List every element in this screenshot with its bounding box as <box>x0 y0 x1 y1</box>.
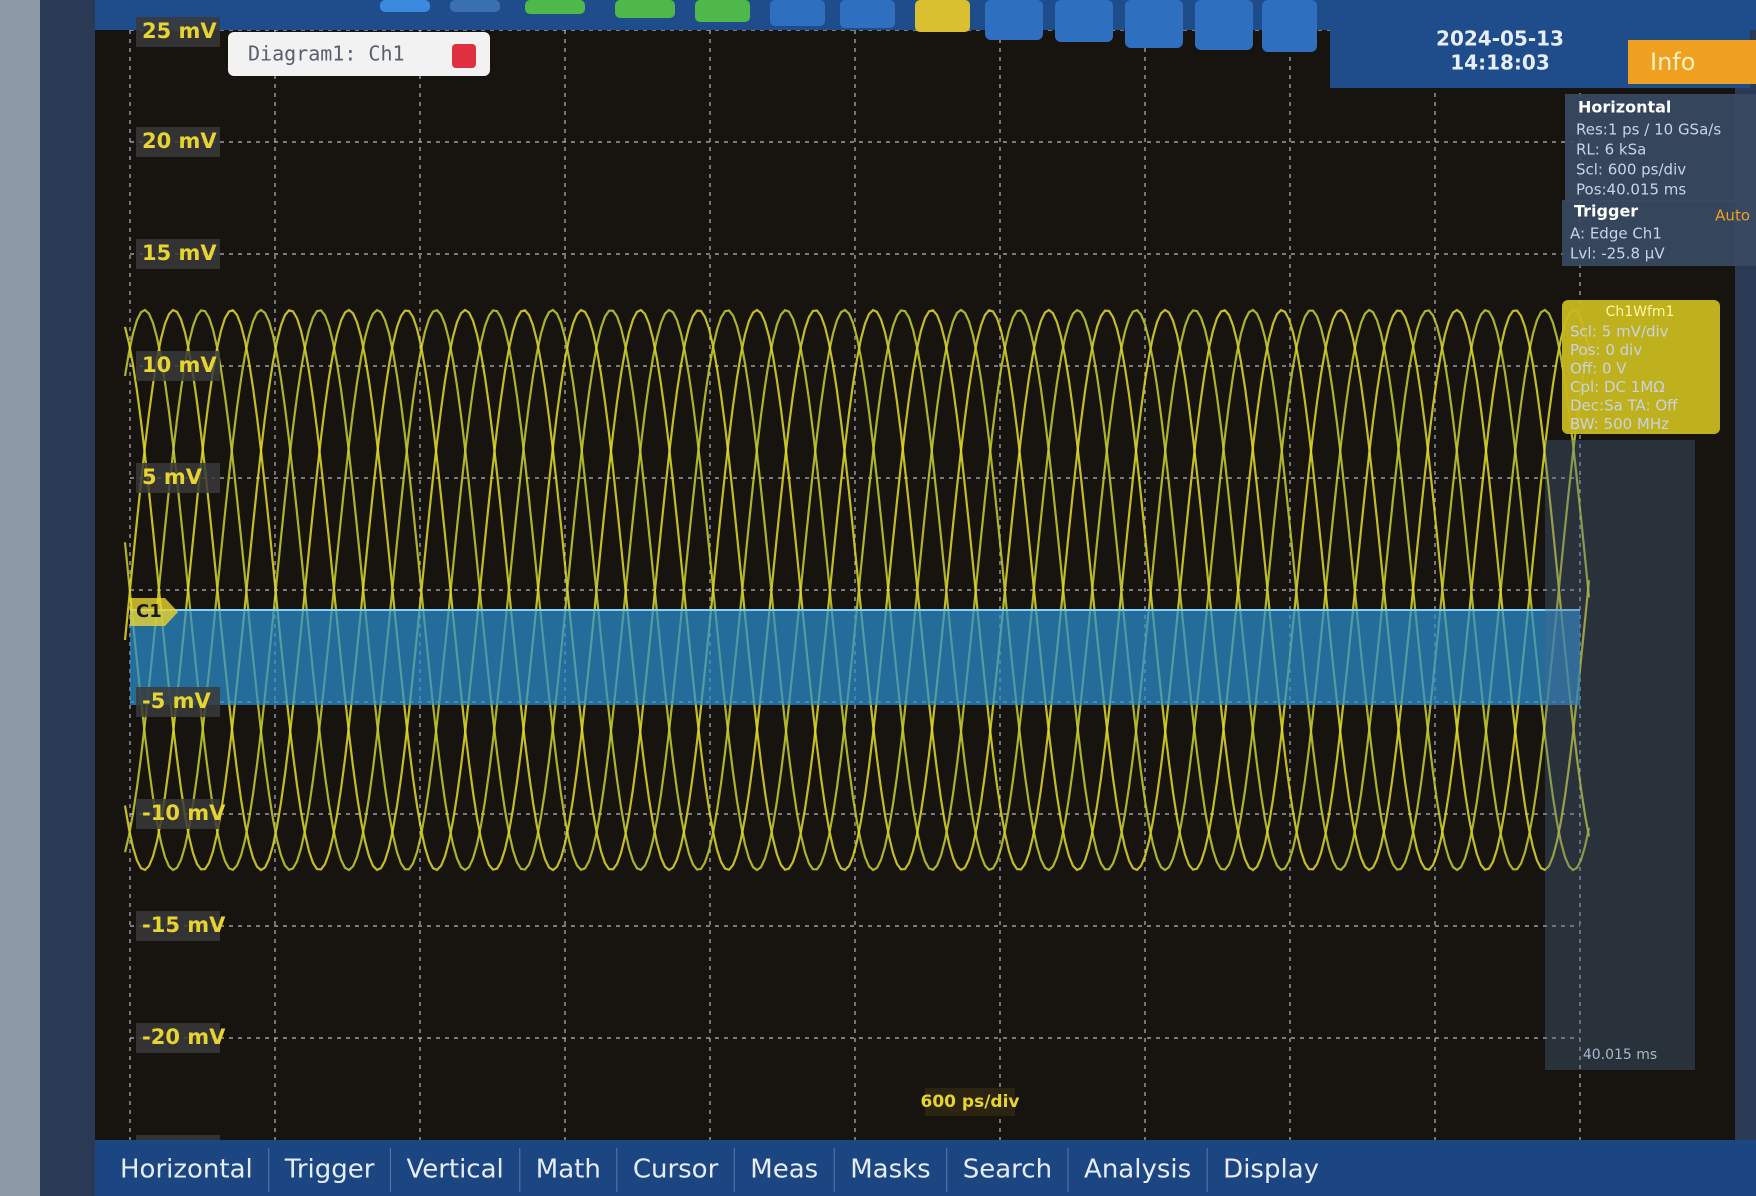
time: 14:18:03 <box>1450 51 1550 75</box>
tool-icon[interactable] <box>1262 0 1317 52</box>
waveform-trace <box>123 308 1591 872</box>
plot-bg <box>95 0 1735 1196</box>
channel-marker[interactable] <box>130 598 178 626</box>
menu-item[interactable]: Math <box>536 1155 601 1185</box>
y-axis-label: 10 mV <box>142 353 217 377</box>
panel-line: A: Edge Ch1 <box>1570 225 1662 243</box>
tool-icon[interactable] <box>1125 0 1183 48</box>
panel-line: Res:1 ps / 10 GSa/s <box>1576 121 1721 139</box>
waveform-trace <box>123 308 1591 872</box>
tool-icon[interactable] <box>840 0 895 28</box>
menu: Horizontal Trigger Vertical Math Cursor Meas M… <box>120 1148 1319 1192</box>
panel-title: Ch1Wfm1 <box>1606 304 1675 320</box>
close-button[interactable] <box>452 44 476 68</box>
tool-icon[interactable] <box>450 0 500 12</box>
y-axis-label: 5 mV <box>142 465 203 489</box>
diagram-tab[interactable] <box>228 32 490 76</box>
y-label-bg <box>136 799 220 829</box>
menu-item[interactable]: Cursor <box>633 1155 719 1185</box>
y-axis-label: 25 mV <box>142 19 217 43</box>
y-axis-label: -15 mV <box>142 913 226 937</box>
panel-bg <box>1562 300 1720 434</box>
menu-item[interactable]: Vertical <box>406 1155 503 1185</box>
date: 2024-05-13 <box>1436 27 1564 51</box>
tool-icon[interactable] <box>695 0 750 22</box>
tool-icon[interactable] <box>525 0 585 14</box>
waveform-trace <box>123 308 1591 872</box>
panel-title: Trigger <box>1574 202 1638 221</box>
panel-line: Cpl: DC 1MΩ <box>1570 378 1665 396</box>
waveforms <box>123 308 1591 872</box>
tool-icon[interactable] <box>615 0 675 18</box>
panel-line: Pos:40.015 ms <box>1576 181 1686 199</box>
menu-item[interactable]: Analysis <box>1084 1155 1191 1185</box>
menu-item[interactable]: Masks <box>850 1155 931 1185</box>
panel-bg <box>1565 94 1756 202</box>
panel-line: Off: 0 V <box>1570 360 1627 378</box>
y-axis-label: 20 mV <box>142 129 217 153</box>
y-label-bg <box>136 17 220 47</box>
tool-icon[interactable] <box>1195 0 1253 50</box>
menu-item[interactable]: Meas <box>750 1155 818 1185</box>
scale-label: 600 ps/div <box>921 1092 1020 1112</box>
panel-line: Lvl: -25.8 µV <box>1570 245 1665 263</box>
y-label-bg <box>136 127 220 157</box>
info-button[interactable] <box>1628 40 1756 84</box>
panel-line: Scl: 5 mV/div <box>1570 323 1669 341</box>
panel-line: Pos: 0 div <box>1570 341 1642 359</box>
panel-title: Horizontal <box>1578 98 1671 117</box>
tool-icon[interactable] <box>915 0 970 32</box>
ref-band <box>130 610 1580 705</box>
y-axis-label: -10 mV <box>142 801 226 825</box>
tool-icon[interactable] <box>985 0 1043 40</box>
panel-line: BW: 500 MHz <box>1570 415 1669 433</box>
trigger-mode: Auto <box>1715 207 1750 225</box>
trigger-panel[interactable]: Trigger Auto A: Edge Ch1 Lvl: -25.8 µV <box>1562 200 1756 266</box>
y-axis-label: -20 mV <box>142 1025 226 1049</box>
panel-bg <box>1562 200 1756 266</box>
menu-item[interactable]: Display <box>1223 1155 1319 1185</box>
menu-item[interactable]: Search <box>963 1155 1052 1185</box>
tool-icon[interactable] <box>770 0 825 26</box>
tool-icon[interactable] <box>1055 0 1113 42</box>
menu-item[interactable]: Trigger <box>284 1155 375 1185</box>
waveform-trace <box>123 308 1591 872</box>
scale-tag <box>925 1088 1015 1116</box>
menu-bar <box>95 1140 1756 1196</box>
toolbar: 2024-05-13 14:18:03 Info <box>95 0 1756 88</box>
diagram-tab-label: Diagram1: Ch1 <box>248 42 405 66</box>
y-label-bg <box>136 911 220 941</box>
panel-line: Scl: 600 ps/div <box>1576 161 1686 179</box>
y-label-bg <box>136 351 220 381</box>
side-strip <box>1545 440 1695 1070</box>
y-label-bg <box>136 1023 220 1053</box>
tool-icon[interactable] <box>380 0 430 12</box>
menu-item[interactable]: Horizontal <box>120 1155 253 1185</box>
info-label: Info <box>1650 48 1695 76</box>
y-axis-label: -5 mV <box>142 689 212 713</box>
y-label-bg <box>136 239 220 269</box>
position-label: 40.015 ms <box>1583 1047 1657 1063</box>
horizontal-panel[interactable]: Horizontal Res:1 ps / 10 GSa/s RL: 6 kSa S… <box>1565 94 1756 202</box>
panel-line: RL: 6 kSa <box>1576 141 1646 159</box>
y-label-bg <box>136 687 220 717</box>
channel-marker-label: C1 <box>136 601 162 622</box>
panel-line: Dec:Sa TA: Off <box>1570 397 1678 415</box>
y-label-bg <box>136 463 220 493</box>
y-axis-label: 15 mV <box>142 241 217 265</box>
